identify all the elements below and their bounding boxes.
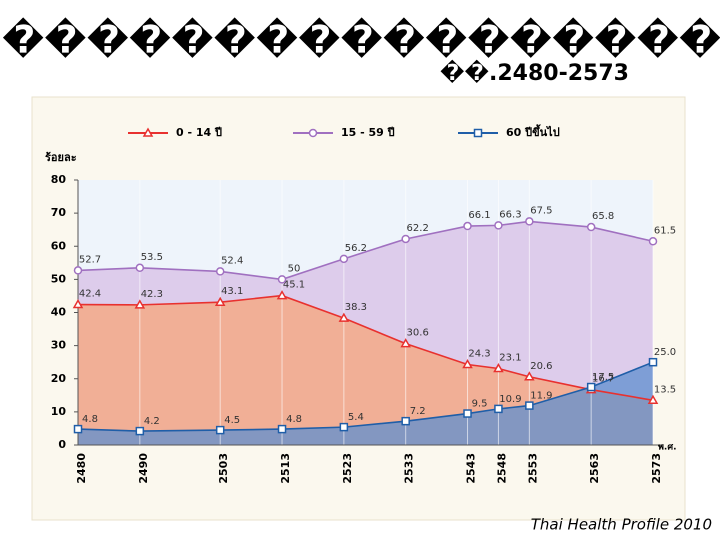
marker xyxy=(493,362,504,373)
y-axis-label: ร้อยละ xyxy=(45,151,77,164)
data-label: 65.8 xyxy=(592,211,614,222)
y-tick-label: 70 xyxy=(51,206,67,219)
marker xyxy=(524,371,535,381)
data-label: 4.8 xyxy=(82,414,98,425)
data-label: 23.1 xyxy=(499,352,521,363)
marker xyxy=(339,254,349,264)
data-label: 66.1 xyxy=(468,210,490,221)
data-label: 67.5 xyxy=(530,205,552,216)
data-label: 24.3 xyxy=(468,349,490,360)
x-tick-label: 2553 xyxy=(526,453,539,484)
data-label: 10.9 xyxy=(499,394,521,405)
slide-subtitle: ��.2480-2573 xyxy=(440,59,629,86)
data-label: 9.5 xyxy=(472,399,488,410)
data-label: 30.6 xyxy=(407,328,429,339)
data-label: 45.1 xyxy=(283,280,305,291)
data-label: 62.2 xyxy=(407,223,429,234)
marker xyxy=(308,128,318,138)
marker xyxy=(400,338,411,348)
data-label: 42.4 xyxy=(79,289,101,300)
marker xyxy=(276,290,288,300)
marker xyxy=(473,128,483,138)
y-tick-label: 30 xyxy=(51,339,67,352)
y-tick-label: 0 xyxy=(58,438,66,451)
data-label: 66.3 xyxy=(499,209,521,220)
marker xyxy=(142,127,154,137)
x-tick-label: 2480 xyxy=(75,453,88,484)
marker xyxy=(525,401,534,410)
legend-label: 60 ปีขึ้นไป xyxy=(506,124,560,139)
marker xyxy=(648,357,658,367)
marker xyxy=(73,266,83,275)
legend-label: 15 - 59 ปี xyxy=(341,126,395,139)
data-label: 52.4 xyxy=(221,255,243,266)
x-tick-label: 2563 xyxy=(588,453,601,484)
y-tick-label: 40 xyxy=(51,306,67,319)
x-tick-label: 2523 xyxy=(341,453,354,484)
marker xyxy=(494,221,503,230)
data-label: 61.5 xyxy=(654,225,676,236)
y-tick-label: 80 xyxy=(51,173,67,186)
data-label: 13.5 xyxy=(654,384,676,395)
marker xyxy=(494,404,503,414)
marker xyxy=(586,382,596,392)
marker xyxy=(135,426,145,436)
y-tick-label: 10 xyxy=(51,405,67,418)
data-label: 20.6 xyxy=(530,361,552,372)
marker xyxy=(215,425,225,435)
marker xyxy=(525,217,534,226)
data-label: 17.5 xyxy=(592,372,614,383)
marker xyxy=(339,422,349,432)
marker xyxy=(586,222,596,232)
x-axis-label: พ.ศ. xyxy=(658,443,676,453)
marker xyxy=(277,275,287,284)
marker xyxy=(647,394,659,405)
data-label: 11.9 xyxy=(530,391,552,402)
x-tick-label: 2513 xyxy=(279,453,292,484)
data-label: 38.3 xyxy=(345,302,367,313)
area xyxy=(78,362,653,445)
marker xyxy=(73,424,83,434)
x-tick-label: 2490 xyxy=(137,453,150,484)
marker xyxy=(135,263,145,273)
footer: Thai Health Profile 2010 xyxy=(531,516,712,534)
data-label: 4.2 xyxy=(144,416,160,427)
data-label: 5.4 xyxy=(348,412,364,423)
data-label: 43.1 xyxy=(221,286,243,297)
marker xyxy=(338,312,350,322)
y-tick-label: 60 xyxy=(51,239,67,252)
data-label: 25.0 xyxy=(654,347,676,358)
slide-title: �������������������� xyxy=(2,18,720,62)
marker xyxy=(214,296,226,306)
marker xyxy=(215,267,225,276)
x-tick-label: 2543 xyxy=(465,453,478,484)
x-tick-label: 2548 xyxy=(495,453,508,484)
x-tick-label: 2503 xyxy=(217,453,230,484)
marker xyxy=(401,416,410,426)
marker xyxy=(648,237,658,246)
data-label: 50 xyxy=(288,263,301,274)
data-label: 52.7 xyxy=(79,254,101,265)
data-label: 4.8 xyxy=(286,414,302,425)
marker xyxy=(134,299,146,309)
data-label: 7.2 xyxy=(410,406,426,417)
data-label: 56.2 xyxy=(345,243,367,254)
marker xyxy=(277,424,287,434)
data-label: 16.7 xyxy=(592,374,614,385)
data-label: 42.3 xyxy=(141,289,163,300)
marker xyxy=(72,299,84,309)
x-tick-label: 2573 xyxy=(650,453,663,484)
y-tick-label: 20 xyxy=(51,372,67,385)
y-tick-label: 50 xyxy=(51,272,67,285)
marker xyxy=(463,221,472,231)
data-label: 53.5 xyxy=(141,252,163,263)
marker xyxy=(401,234,410,244)
marker xyxy=(462,358,473,369)
marker xyxy=(463,409,472,418)
data-label: 4.5 xyxy=(224,415,240,426)
x-tick-label: 2533 xyxy=(403,453,416,484)
legend-label: 0 - 14 ปี xyxy=(176,126,222,139)
